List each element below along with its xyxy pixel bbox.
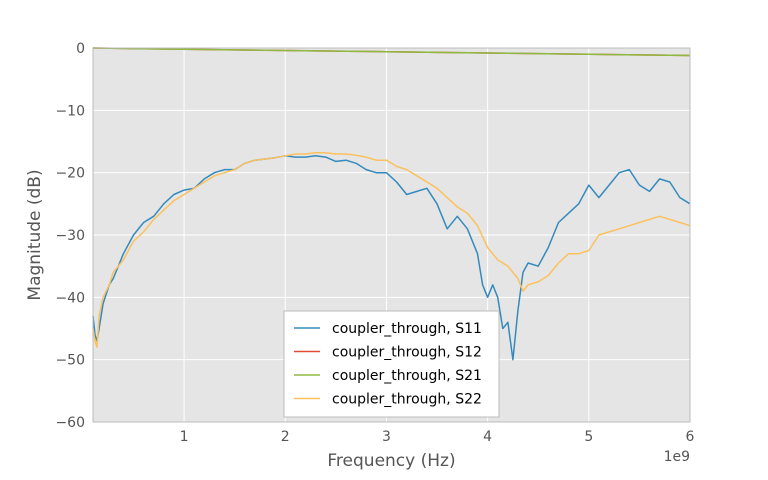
x-axis-offset-label: 1e9	[664, 449, 690, 465]
x-tick-label: 5	[584, 429, 593, 445]
legend-label: coupler_through, S22	[332, 392, 482, 408]
grid-lines	[93, 47, 691, 423]
legend-label: coupler_through, S21	[332, 368, 482, 384]
legend-label: coupler_through, S12	[332, 345, 482, 361]
legend-label: coupler_through, S11	[332, 321, 482, 337]
x-tick-label: 1	[180, 429, 189, 445]
x-tick-label: 6	[686, 429, 695, 445]
y-tick-label: −20	[55, 166, 85, 182]
series-line	[92, 155, 691, 361]
y-tick-label: −50	[55, 353, 85, 369]
x-axis-label: Frequency (Hz)	[327, 451, 455, 471]
y-axis-ticks: 0 −10 −20 −30 −40 −50 −60	[55, 41, 85, 431]
plot-border	[92, 47, 691, 423]
x-axis-ticks: 1 2 3 4 5 6	[180, 429, 695, 445]
y-tick-label: −30	[55, 228, 85, 244]
y-tick-label: 0	[76, 41, 85, 57]
series-lines	[92, 47, 691, 361]
x-tick-label: 3	[382, 429, 391, 445]
y-tick-label: −40	[55, 290, 85, 306]
series-line	[92, 47, 691, 57]
y-axis-label: Magnitude (dB)	[25, 169, 45, 300]
series-line	[92, 151, 691, 348]
x-tick-label: 4	[483, 429, 492, 445]
legend: coupler_through, S11 coupler_through, S12…	[283, 310, 500, 418]
x-tick-label: 2	[281, 429, 290, 445]
y-tick-label: −60	[55, 415, 85, 431]
y-tick-label: −10	[55, 103, 85, 119]
